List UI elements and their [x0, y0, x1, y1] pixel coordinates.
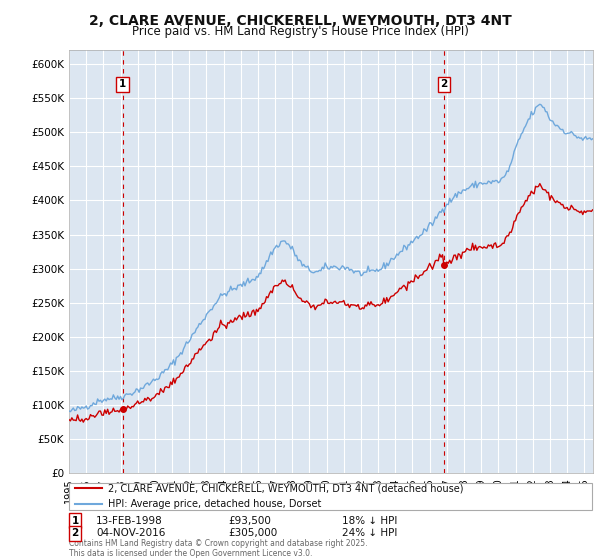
Text: 24% ↓ HPI: 24% ↓ HPI: [342, 528, 397, 538]
Text: HPI: Average price, detached house, Dorset: HPI: Average price, detached house, Dors…: [108, 499, 322, 509]
Text: 2, CLARE AVENUE, CHICKERELL, WEYMOUTH, DT3 4NT (detached house): 2, CLARE AVENUE, CHICKERELL, WEYMOUTH, D…: [108, 483, 464, 493]
Text: £305,000: £305,000: [228, 528, 277, 538]
Text: 2: 2: [440, 80, 448, 90]
Text: 2, CLARE AVENUE, CHICKERELL, WEYMOUTH, DT3 4NT: 2, CLARE AVENUE, CHICKERELL, WEYMOUTH, D…: [89, 14, 511, 28]
Text: 2: 2: [71, 528, 79, 538]
Text: 13-FEB-1998: 13-FEB-1998: [96, 516, 163, 526]
Text: £93,500: £93,500: [228, 516, 271, 526]
Text: Contains HM Land Registry data © Crown copyright and database right 2025.
This d: Contains HM Land Registry data © Crown c…: [69, 539, 367, 558]
Text: 1: 1: [119, 80, 126, 90]
Text: 04-NOV-2016: 04-NOV-2016: [96, 528, 166, 538]
Text: 18% ↓ HPI: 18% ↓ HPI: [342, 516, 397, 526]
Text: 1: 1: [71, 516, 79, 526]
Text: Price paid vs. HM Land Registry's House Price Index (HPI): Price paid vs. HM Land Registry's House …: [131, 25, 469, 38]
